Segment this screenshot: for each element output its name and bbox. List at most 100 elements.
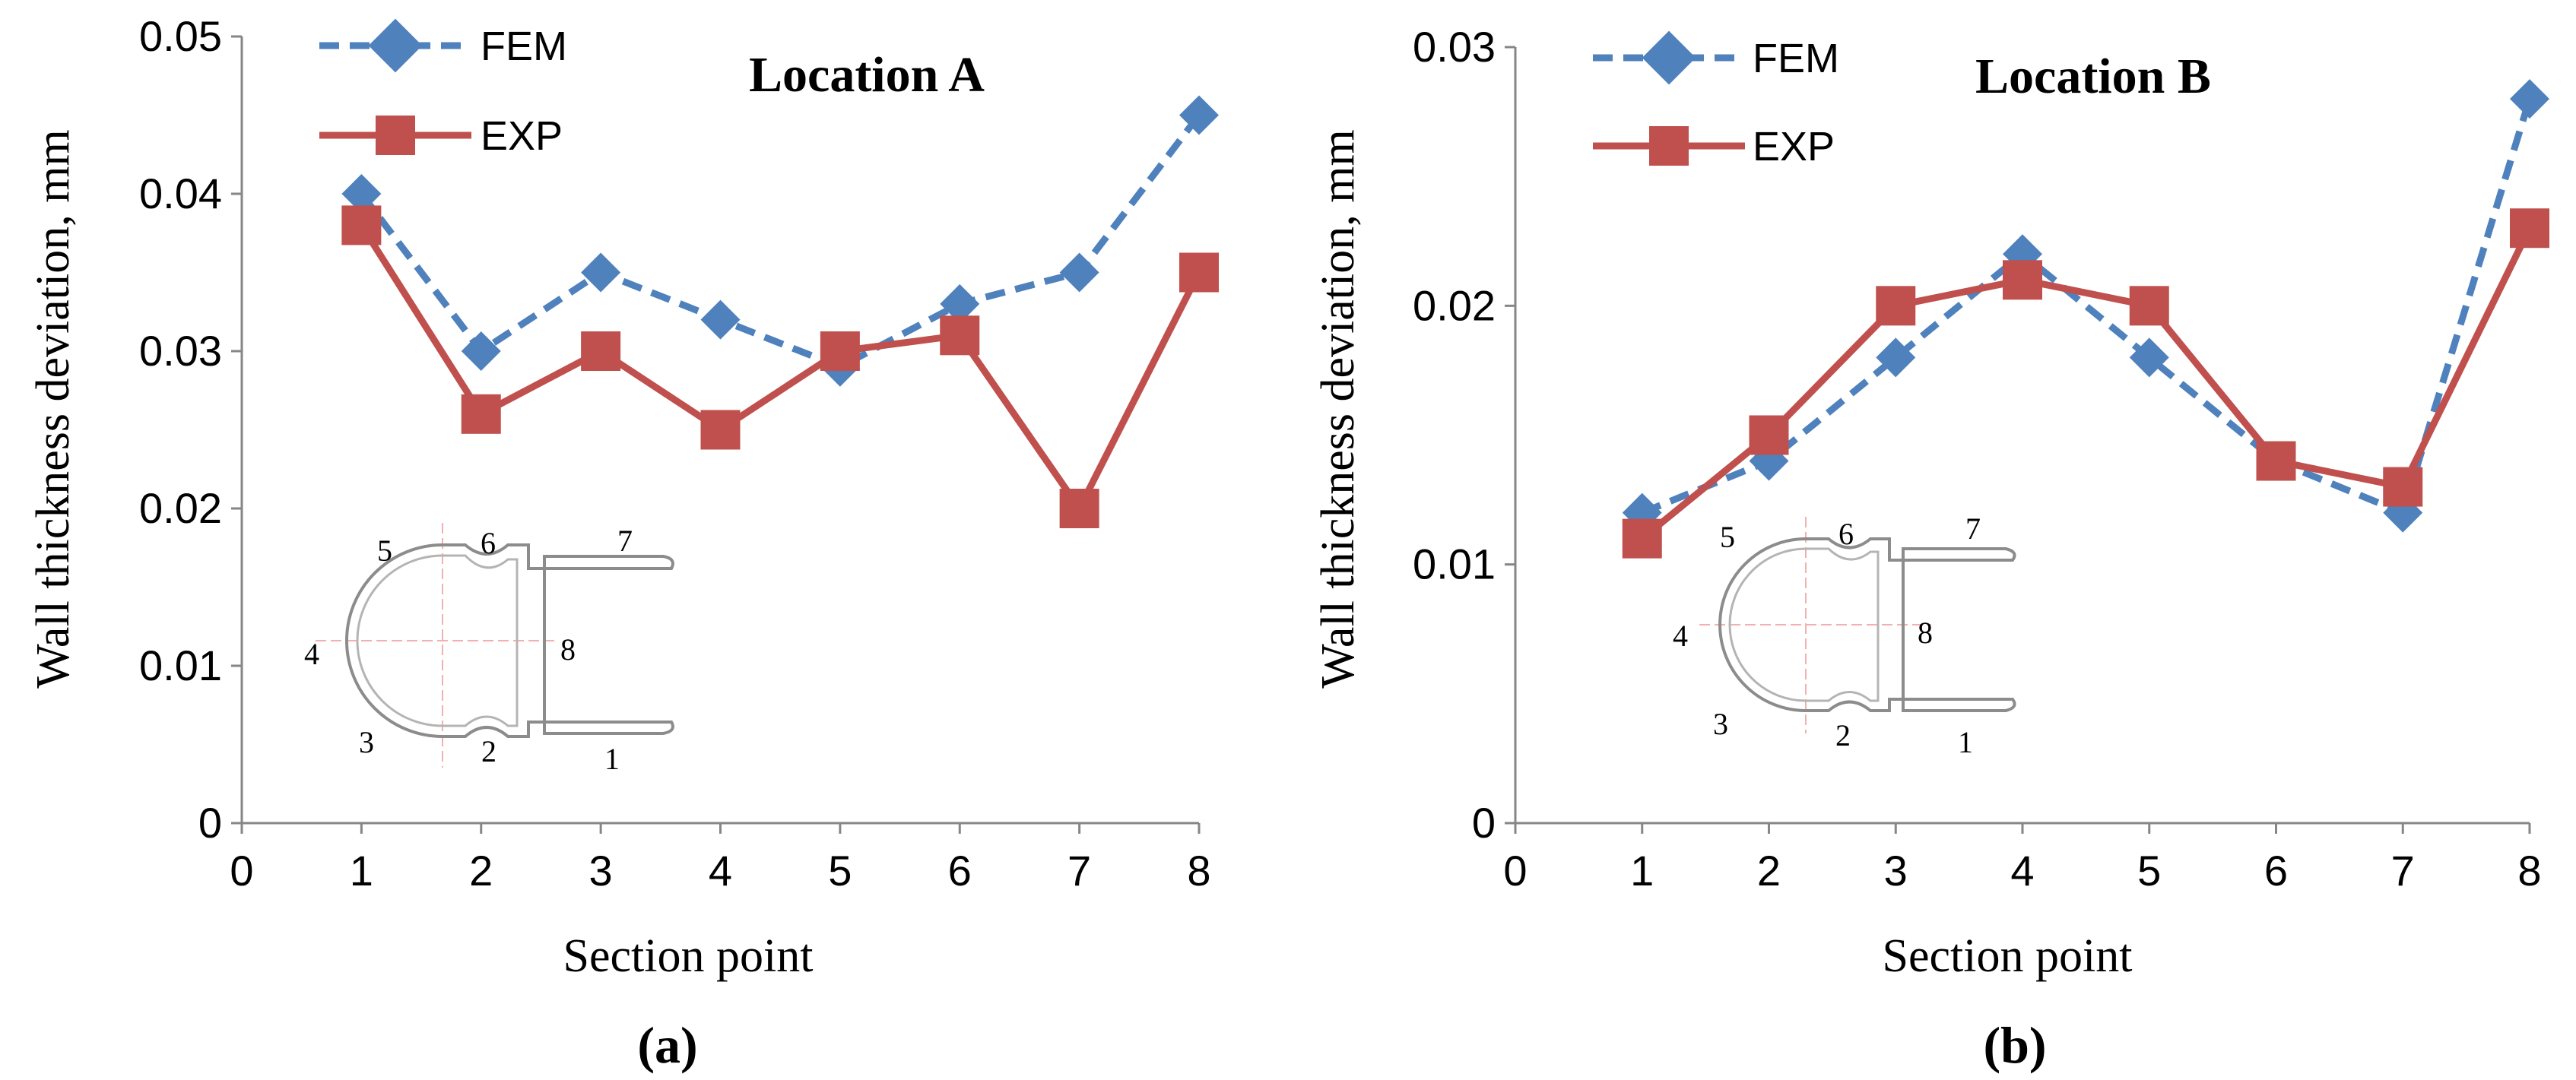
b-y-tick-label: 0.01 xyxy=(1413,540,1496,588)
a-exp-point-5 xyxy=(820,331,860,371)
a-fem-point-6 xyxy=(940,283,980,324)
b-legend-fem-marker xyxy=(1642,30,1696,85)
a-x-tick-label: 6 xyxy=(948,847,972,895)
a-x-axis-title: Section point xyxy=(563,930,814,982)
a-x-tick-label: 7 xyxy=(1068,847,1091,895)
a-y-tick-label: 0.02 xyxy=(139,484,222,532)
b-profile-outer-outline xyxy=(1718,537,2016,712)
b-x-tick-label: 2 xyxy=(1757,847,1781,895)
b-y-tick-label: 0.02 xyxy=(1413,281,1496,329)
a-profile-outer-outline xyxy=(345,543,674,738)
b-x-tick-label: 8 xyxy=(2517,847,2541,895)
a-legend-exp-marker xyxy=(376,116,415,155)
b-y-tick-labels: 0 0.01 0.02 0.03 xyxy=(1413,23,1496,847)
a-y-tick-label: 0.03 xyxy=(139,327,222,375)
a-inset-label-3: 3 xyxy=(359,725,374,759)
b-x-tick-label: 0 xyxy=(1503,847,1527,895)
b-x-tick-label: 5 xyxy=(2137,847,2161,895)
b-inset-label-1: 1 xyxy=(1958,725,1973,759)
b-exp-series-line xyxy=(1639,224,2533,543)
a-exp-point-4 xyxy=(700,410,741,450)
a-exp-point-2 xyxy=(461,394,501,434)
b-inset-label-4: 4 xyxy=(1673,619,1688,653)
b-fem-point-8 xyxy=(2510,79,2549,119)
a-cross-section-inset: 5 6 7 4 8 3 2 1 xyxy=(304,523,674,776)
a-legend-fem-marker xyxy=(368,18,423,73)
a-exp-point-1 xyxy=(341,205,382,245)
a-fem-point-4 xyxy=(700,299,741,340)
b-inset-label-6: 6 xyxy=(1838,517,1854,551)
a-fem-point-8 xyxy=(1179,95,1219,135)
a-y-tick-label: 0.04 xyxy=(139,169,222,217)
b-exp-point-3 xyxy=(1876,286,1916,326)
b-exp-point-5 xyxy=(2129,286,2169,326)
b-exp-point-6 xyxy=(2256,441,2296,481)
b-legend-fem-label: FEM xyxy=(1753,36,1839,81)
a-exp-point-8 xyxy=(1179,252,1219,293)
b-cross-section-inset: 5 6 7 4 8 3 2 1 xyxy=(1673,511,2016,759)
a-axes xyxy=(231,35,1201,834)
b-series-layer xyxy=(1622,79,2549,559)
b-x-tick-label: 4 xyxy=(2010,847,2034,895)
a-x-tick-label: 8 xyxy=(1187,847,1210,895)
a-inset-label-5: 5 xyxy=(377,534,392,568)
a-x-tick-label: 5 xyxy=(828,847,852,895)
b-x-tick-label: 1 xyxy=(1630,847,1654,895)
a-x-tick-label: 0 xyxy=(230,847,253,895)
b-inset-label-3: 3 xyxy=(1713,707,1728,741)
b-inset-label-2: 2 xyxy=(1835,718,1851,752)
a-inset-label-7: 7 xyxy=(617,524,633,558)
b-axes xyxy=(1505,46,2531,834)
b-profile-inner-outline xyxy=(1728,547,1880,702)
b-exp-point-8 xyxy=(2510,208,2549,249)
b-legend-exp-marker xyxy=(1649,126,1689,166)
a-exp-series-line xyxy=(357,221,1203,512)
b-legend: FEM EXP xyxy=(1593,30,1839,169)
a-legend-exp-label: EXP xyxy=(481,113,563,159)
b-fem-point-3 xyxy=(1876,337,1916,378)
a-series-layer xyxy=(341,95,1219,528)
a-profile-inner-outline xyxy=(356,554,519,727)
a-exp-point-3 xyxy=(581,331,621,371)
b-fem-point-5 xyxy=(2129,337,2169,378)
a-y-tick-labels: 0 0.01 0.02 0.03 0.04 0.05 xyxy=(139,12,222,847)
a-fem-point-3 xyxy=(581,252,621,293)
a-fem-series-line xyxy=(358,112,1202,371)
a-fem-point-7 xyxy=(1059,252,1099,293)
b-y-tick-label: 0.03 xyxy=(1413,23,1496,71)
b-chart-title: Location B xyxy=(1975,49,2211,104)
b-y-axis-title: Wall thickness deviation, mm xyxy=(1312,129,1364,688)
a-inset-label-6: 6 xyxy=(481,526,496,560)
b-x-tick-label: 3 xyxy=(1884,847,1908,895)
a-y-tick-label: 0.01 xyxy=(139,641,222,689)
a-x-tick-label: 2 xyxy=(469,847,493,895)
a-chart-title: Location A xyxy=(749,47,985,103)
a-x-tick-labels: 0 1 2 3 4 5 6 7 8 xyxy=(230,847,1210,895)
a-x-tick-label: 1 xyxy=(350,847,373,895)
b-exp-point-7 xyxy=(2383,467,2423,507)
a-inset-label-4: 4 xyxy=(304,637,319,671)
a-x-tick-label: 4 xyxy=(709,847,732,895)
a-exp-point-6 xyxy=(940,315,980,356)
a-inset-label-8: 8 xyxy=(560,632,576,667)
a-fem-point-2 xyxy=(461,331,501,371)
a-inset-label-1: 1 xyxy=(604,742,620,776)
b-exp-point-2 xyxy=(1749,415,1789,455)
a-inset-label-2: 2 xyxy=(481,734,496,768)
a-exp-point-7 xyxy=(1059,489,1099,528)
b-x-tick-label: 7 xyxy=(2391,847,2415,895)
a-subfigure-label: (a) xyxy=(637,1016,697,1074)
b-subfigure-label: (b) xyxy=(1983,1016,2046,1074)
a-legend: FEM EXP xyxy=(319,18,567,159)
a-y-tick-label: 0.05 xyxy=(139,12,222,60)
a-x-tick-label: 3 xyxy=(589,847,613,895)
a-y-axis-title: Wall thickness deviation, mm xyxy=(27,129,79,688)
b-exp-point-1 xyxy=(1622,518,1662,559)
b-inset-label-8: 8 xyxy=(1918,616,1933,650)
b-inset-label-7: 7 xyxy=(1965,511,1981,546)
b-x-tick-label: 6 xyxy=(2264,847,2288,895)
b-exp-point-4 xyxy=(2003,260,2042,300)
